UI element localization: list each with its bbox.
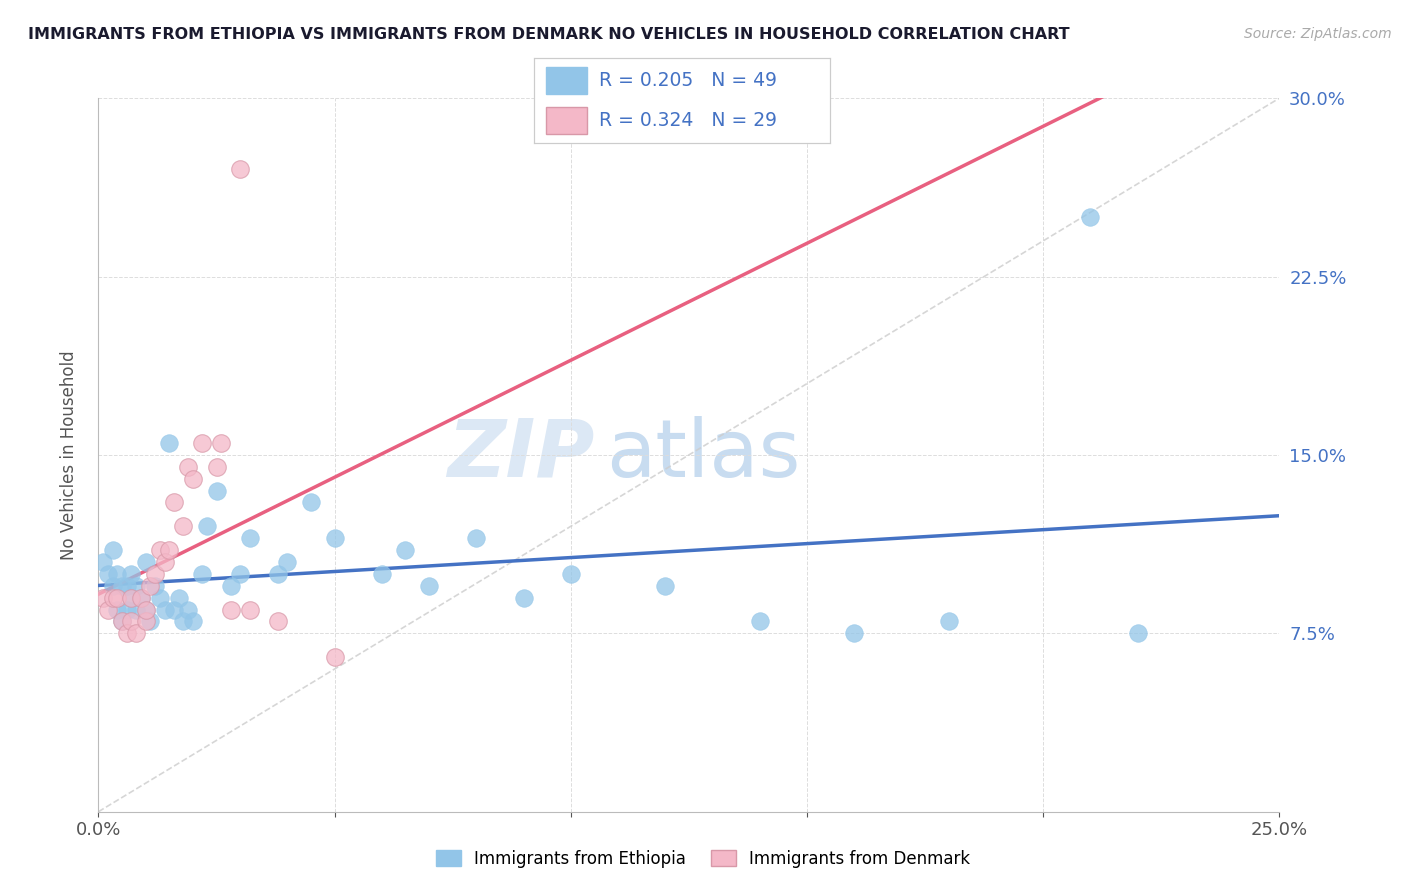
- Point: [153, 555, 176, 569]
- Point: [101, 591, 124, 605]
- Point: [121, 615, 143, 629]
- Point: [125, 579, 148, 593]
- Point: [323, 531, 346, 545]
- Point: [163, 602, 186, 616]
- Point: [191, 436, 214, 450]
- Point: [91, 591, 114, 605]
- Point: [139, 579, 162, 593]
- Legend: Immigrants from Ethiopia, Immigrants from Denmark: Immigrants from Ethiopia, Immigrants fro…: [429, 844, 977, 875]
- Point: [135, 555, 157, 569]
- Point: [125, 602, 148, 616]
- Text: Source: ZipAtlas.com: Source: ZipAtlas.com: [1244, 27, 1392, 41]
- FancyBboxPatch shape: [546, 107, 588, 134]
- Point: [229, 566, 252, 581]
- Point: [157, 543, 180, 558]
- Point: [105, 566, 128, 581]
- FancyBboxPatch shape: [546, 67, 588, 95]
- Point: [157, 436, 180, 450]
- Point: [97, 602, 120, 616]
- Point: [149, 543, 172, 558]
- Text: IMMIGRANTS FROM ETHIOPIA VS IMMIGRANTS FROM DENMARK NO VEHICLES IN HOUSEHOLD COR: IMMIGRANTS FROM ETHIOPIA VS IMMIGRANTS F…: [28, 27, 1070, 42]
- Point: [219, 602, 242, 616]
- Point: [115, 602, 138, 616]
- Point: [512, 591, 534, 605]
- Point: [143, 579, 166, 593]
- Point: [560, 566, 582, 581]
- Point: [135, 602, 157, 616]
- Point: [129, 591, 152, 605]
- Point: [177, 459, 200, 474]
- Point: [394, 543, 416, 558]
- Point: [101, 579, 124, 593]
- Point: [748, 615, 770, 629]
- Point: [299, 495, 322, 509]
- Point: [129, 591, 152, 605]
- Point: [105, 602, 128, 616]
- Point: [181, 472, 204, 486]
- Point: [239, 531, 262, 545]
- Point: [938, 615, 960, 629]
- Text: R = 0.205   N = 49: R = 0.205 N = 49: [599, 71, 778, 90]
- Point: [111, 579, 134, 593]
- Point: [172, 615, 194, 629]
- Point: [418, 579, 440, 593]
- Point: [115, 626, 138, 640]
- Point: [135, 615, 157, 629]
- Point: [267, 615, 290, 629]
- Point: [101, 543, 124, 558]
- Point: [97, 566, 120, 581]
- Point: [1126, 626, 1149, 640]
- Point: [139, 615, 162, 629]
- Point: [181, 615, 204, 629]
- Point: [177, 602, 200, 616]
- Text: ZIP: ZIP: [447, 416, 595, 494]
- Point: [153, 602, 176, 616]
- Point: [143, 566, 166, 581]
- Point: [229, 162, 252, 177]
- Point: [465, 531, 488, 545]
- Point: [191, 566, 214, 581]
- Point: [121, 566, 143, 581]
- Point: [115, 579, 138, 593]
- Point: [205, 483, 228, 498]
- Point: [267, 566, 290, 581]
- Point: [167, 591, 190, 605]
- Point: [172, 519, 194, 533]
- Point: [105, 591, 128, 605]
- Text: R = 0.324   N = 29: R = 0.324 N = 29: [599, 112, 778, 130]
- Point: [125, 626, 148, 640]
- Point: [121, 591, 143, 605]
- Point: [163, 495, 186, 509]
- Point: [91, 555, 114, 569]
- Point: [195, 519, 218, 533]
- Point: [121, 591, 143, 605]
- Text: atlas: atlas: [606, 416, 800, 494]
- Point: [209, 436, 232, 450]
- Point: [276, 555, 298, 569]
- Point: [239, 602, 262, 616]
- Point: [205, 459, 228, 474]
- Point: [1080, 210, 1102, 224]
- Point: [111, 615, 134, 629]
- Point: [844, 626, 866, 640]
- Point: [654, 579, 676, 593]
- Point: [149, 591, 172, 605]
- Point: [371, 566, 394, 581]
- Point: [111, 615, 134, 629]
- Point: [219, 579, 242, 593]
- Point: [135, 602, 157, 616]
- Point: [323, 650, 346, 665]
- Y-axis label: No Vehicles in Household: No Vehicles in Household: [59, 350, 77, 560]
